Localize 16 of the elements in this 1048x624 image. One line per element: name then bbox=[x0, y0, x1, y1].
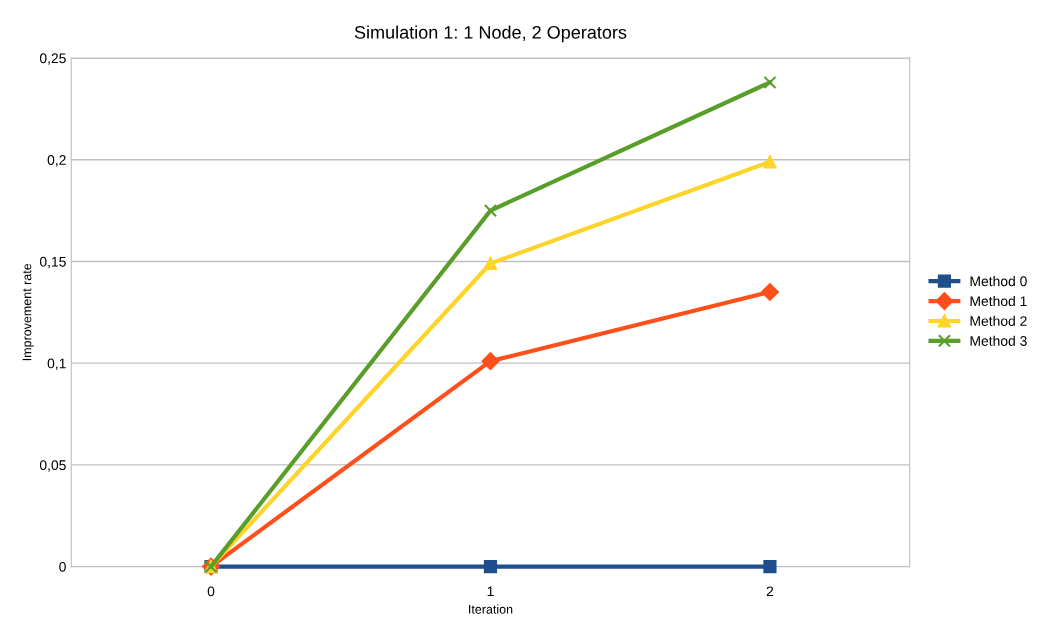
y-tick-label: 0,2 bbox=[47, 155, 66, 167]
x-axis-title: Iteration bbox=[469, 604, 513, 614]
legend-label: Method 0 bbox=[970, 276, 1027, 287]
y-axis-title: Improvement rate bbox=[22, 263, 34, 361]
y-tick-label: 0,1 bbox=[47, 358, 66, 370]
legend-label: Method 1 bbox=[970, 295, 1027, 307]
legend-label: Method 3 bbox=[970, 335, 1027, 346]
y-tick-label: 0 bbox=[59, 561, 66, 572]
x-tick-label: 0 bbox=[207, 586, 215, 597]
x-tick-label: 1 bbox=[487, 586, 494, 597]
x-tick-label: 2 bbox=[766, 586, 774, 597]
y-tick-label: 0,15 bbox=[39, 256, 66, 269]
chart-title: Simulation 1: 1 Node, 2 Operators bbox=[354, 25, 627, 43]
legend-label: Method 2 bbox=[970, 315, 1027, 326]
y-tick-label: 0,05 bbox=[39, 460, 66, 472]
y-tick-label: 0,25 bbox=[39, 53, 66, 65]
